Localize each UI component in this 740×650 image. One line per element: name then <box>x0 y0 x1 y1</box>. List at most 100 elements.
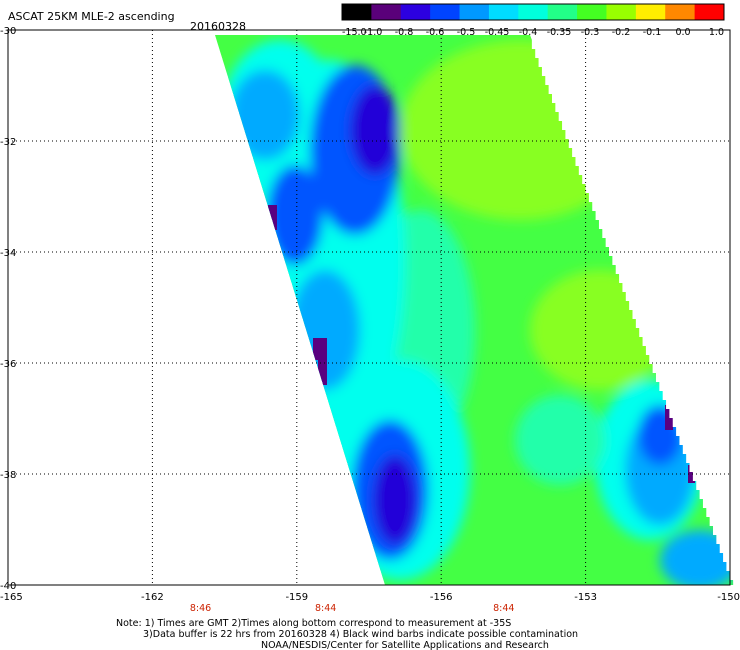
swath-edge-step-right <box>625 292 634 301</box>
swath-edge-step-left <box>244 157 253 166</box>
swath-edge-step-left <box>344 481 353 490</box>
swath-edge-step-left <box>355 517 364 526</box>
colorbar-swatch <box>371 4 402 20</box>
swath-edge-step-right <box>692 472 701 481</box>
swath-edge-step-right <box>652 364 661 373</box>
lon-tick-label: -159 <box>285 592 308 603</box>
swath-edge-step-right <box>699 490 708 499</box>
colorbar: -15.0-1.0 -0.8 -0.6 -0.5 -0.45 -0.4 -0.35 -0.3 -… <box>341 3 725 38</box>
swath-edge-step-left <box>325 418 334 427</box>
swath-edge-step-left <box>322 409 331 418</box>
swath-edge-step-right <box>713 526 722 535</box>
swath-edge-step-right <box>582 175 591 184</box>
swath-edge-step-right <box>669 409 678 418</box>
lat-tick-label: -38 <box>0 470 16 481</box>
swath-edge-step-right <box>632 310 641 319</box>
swath-edge-step-right <box>689 463 698 472</box>
swath-edge-step-left <box>261 211 270 220</box>
swath-edge-step-left <box>258 202 267 211</box>
swath-edge-step-right <box>615 265 624 274</box>
swath-edge-step-right <box>602 229 611 238</box>
swath-edge-step-right <box>733 580 740 589</box>
lat-tick-labels: -30 -32 -34 -36 -38 -40 <box>0 26 16 592</box>
lat-tick-label: -30 <box>0 26 16 37</box>
plot-frame <box>7 29 731 586</box>
swath-edge-step-left <box>372 571 381 580</box>
colorbar-label: -0.6 <box>426 27 445 38</box>
colorbar-swatch <box>342 4 372 20</box>
swath-edge-step-right <box>709 517 718 526</box>
colorbar-label: 1.0 <box>709 27 724 38</box>
swath-edge-step-right <box>619 274 628 283</box>
swath-edge-step-left <box>208 40 217 49</box>
colorbar-swatch <box>400 4 431 20</box>
swath-edge-step-right <box>568 139 577 148</box>
swath-edge-step-left <box>328 427 337 436</box>
swath-edge-step-right <box>659 382 668 391</box>
swath-region-lime <box>400 40 640 220</box>
swath-edge-step-left <box>300 337 309 346</box>
colorbar-label: -15.0 <box>342 27 367 38</box>
swath-edge-step-right <box>548 85 557 94</box>
swath-region-sky-nw <box>230 70 300 160</box>
colorbar-label: -1.0 <box>364 27 383 38</box>
swath-edge-step-left <box>311 373 320 382</box>
time-label: 8:44 <box>315 603 336 614</box>
swath-edge-step-right <box>541 67 550 76</box>
swath-edge-step-right <box>696 481 705 490</box>
swath-edge-step-left <box>294 319 303 328</box>
time-label: 8:44 <box>493 603 514 614</box>
swath-edge-step-left <box>314 382 323 391</box>
swath-edge-step-right <box>666 400 675 409</box>
swath-edge-step-right <box>702 499 711 508</box>
swath-edge-step-right <box>555 103 564 112</box>
swath-edge-step-left <box>253 184 262 193</box>
swath-region-blue-west <box>267 165 323 265</box>
swath-edge-step-left <box>286 292 295 301</box>
swath-edge-step-left <box>250 175 259 184</box>
swath-edge-step-left <box>339 463 348 472</box>
swath-edge-step-left <box>280 274 289 283</box>
swath-purple-patch-2 <box>318 355 327 385</box>
swath-edge-step-right <box>558 112 567 121</box>
lat-tick-label: -34 <box>0 248 16 259</box>
swath-edge-step-right <box>562 121 571 130</box>
swath-edge-step-right <box>575 157 584 166</box>
swath-edge-step-left <box>308 364 317 373</box>
swath-edge-step-right <box>672 418 681 427</box>
time-label: 8:46 <box>190 603 211 614</box>
swath-edge-step-right <box>629 301 638 310</box>
swath-edge-step-right <box>578 166 587 175</box>
colorbar-swatch <box>577 4 607 20</box>
swath-edge-step-left <box>283 283 292 292</box>
swath-edge-step-left <box>278 265 287 274</box>
colorbar-swatch <box>606 4 637 20</box>
swath-edge-step-right <box>645 346 654 355</box>
map-date: 20160328 <box>190 20 246 33</box>
swath-edge-step-left <box>230 112 239 121</box>
colorbar-label: -0.45 <box>485 27 510 38</box>
lat-tick-label: -32 <box>0 137 16 148</box>
swath-edge-step-right <box>609 247 618 256</box>
swath-region-aqua-se <box>515 395 605 485</box>
colorbar-swatch <box>488 4 519 20</box>
swath-edge-step-right <box>605 238 614 247</box>
swath-edge-step-left <box>233 121 242 130</box>
swath-purple-patch-1 <box>313 338 327 360</box>
colorbar-label: -0.35 <box>547 27 572 38</box>
swath-edge-step-right <box>679 436 688 445</box>
swath-edge-step-right <box>642 337 651 346</box>
colorbar-label: 0.0 <box>675 27 690 38</box>
swath-edge-step-left <box>228 103 237 112</box>
swath-edge-step-right <box>585 184 594 193</box>
colorbar-label: -0.3 <box>581 27 600 38</box>
swath-edge-step-right <box>682 445 691 454</box>
swath-edge-step-left <box>350 499 359 508</box>
lon-tick-label: -162 <box>141 592 164 603</box>
swath-edge-step-right <box>565 130 574 139</box>
colorbar-label: -0.8 <box>395 27 414 38</box>
swath-edge-step-right <box>588 193 597 202</box>
swath-edge-step-left <box>297 328 306 337</box>
swath-edge-step-left <box>319 400 328 409</box>
swath-edge-step-right <box>723 553 732 562</box>
